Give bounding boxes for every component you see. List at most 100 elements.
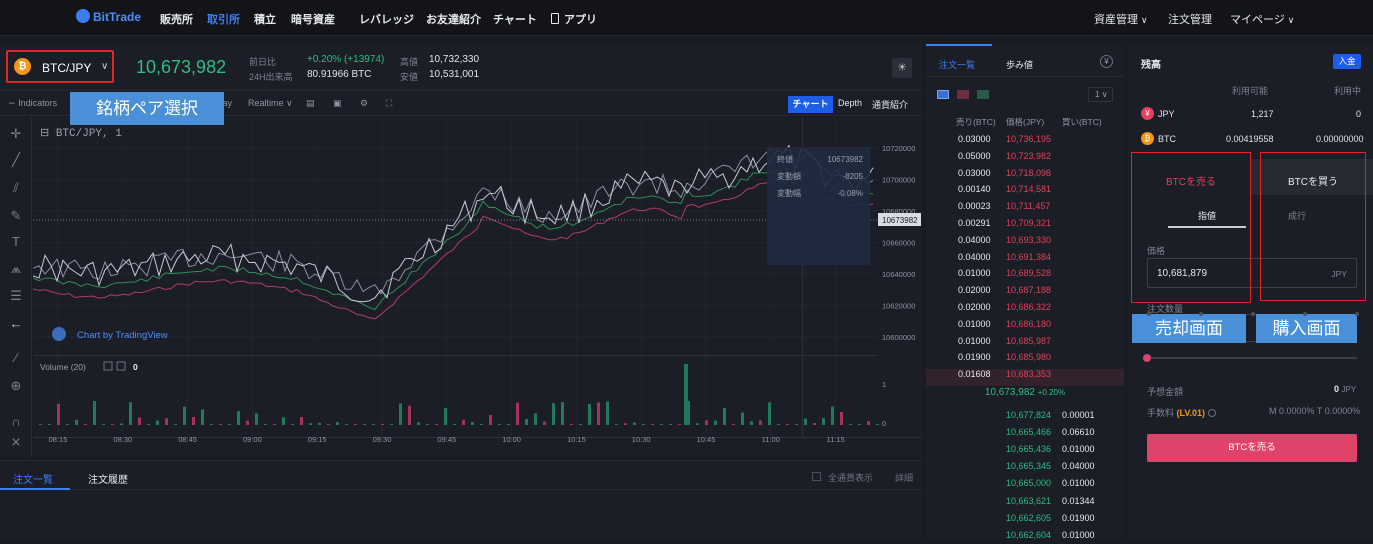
- nav-order-management[interactable]: 注文管理: [1168, 14, 1212, 26]
- ask-row[interactable]: 0.03000 10,718,098: [926, 165, 1124, 182]
- tab-depth[interactable]: Depth: [838, 98, 863, 108]
- arrow-left-icon[interactable]: ←: [9, 316, 23, 331]
- slider-step-dot[interactable]: [1199, 312, 1203, 316]
- volume-bar: [372, 424, 375, 425]
- bid-row[interactable]: 10,677,824 0.00001: [926, 407, 1124, 424]
- bid-row[interactable]: 10,665,000 0.01000: [926, 475, 1124, 492]
- ask-row[interactable]: 0.00291 10,709,321: [926, 215, 1124, 232]
- ask-row[interactable]: 0.02000 10,687,188: [926, 282, 1124, 299]
- price-input[interactable]: 10,681,879 JPY: [1147, 258, 1357, 288]
- nav-mypage-label: マイページ: [1230, 14, 1285, 26]
- pair-selector[interactable]: ₿ BTC/JPY ∨: [6, 50, 114, 83]
- bid-qty: 0.01000: [1062, 444, 1095, 455]
- ruler-icon[interactable]: ∕: [14, 350, 18, 365]
- mid-price-row: 10,673,982 +0.20%: [926, 383, 1124, 403]
- ask-row[interactable]: 0.04000 10,691,384: [926, 249, 1124, 266]
- nav-item-hanbaijo[interactable]: 販売所: [160, 14, 193, 26]
- nav-item-app[interactable]: アプリ: [551, 11, 597, 27]
- bid-qty: 0.01900: [1062, 512, 1095, 523]
- ask-row[interactable]: 0.00140 10,714,581: [926, 181, 1124, 198]
- theme-toggle-icon[interactable]: ☀: [892, 58, 912, 78]
- nav-item-tsumitate[interactable]: 積立: [254, 14, 276, 26]
- ask-row[interactable]: 0.01608 10,683,353: [926, 366, 1124, 387]
- volume-bar: [309, 423, 312, 425]
- ask-row[interactable]: 0.03000 10,736,195: [926, 131, 1124, 148]
- collapse-icon[interactable]: ⨯: [10, 434, 22, 449]
- close-icon[interactable]: [116, 361, 126, 371]
- tab-order-history[interactable]: 注文履歴: [88, 475, 128, 486]
- bid-row[interactable]: 10,665,436 0.01000: [926, 441, 1124, 458]
- ask-row[interactable]: 0.02000 10,686,322: [926, 299, 1124, 316]
- show-all-checkbox[interactable]: [812, 472, 821, 481]
- magnet-icon[interactable]: ∩: [11, 414, 21, 429]
- view-asks-icon[interactable]: [957, 90, 969, 99]
- bid-row[interactable]: 10,662,604 0.01000: [926, 527, 1124, 544]
- limit-tab[interactable]: 指値: [1198, 211, 1217, 221]
- ask-price: 10,689,528: [1006, 268, 1052, 279]
- nav-mypage[interactable]: マイページ ∨: [1230, 11, 1294, 27]
- slider-step-dot[interactable]: [1303, 312, 1307, 316]
- ask-row[interactable]: 0.01000 10,686,180: [926, 316, 1124, 333]
- view-both-icon[interactable]: [937, 90, 949, 99]
- camera-icon[interactable]: ▣: [333, 98, 342, 108]
- info-icon[interactable]: [1207, 409, 1216, 417]
- chart-type-icon[interactable]: ▤: [306, 98, 315, 108]
- tab-trades[interactable]: 歩み値: [1006, 60, 1034, 70]
- pattern-icon[interactable]: ⩕: [10, 261, 22, 276]
- fib-icon[interactable]: ⫽: [13, 180, 19, 195]
- bid-row[interactable]: 10,665,466 0.06610: [926, 424, 1124, 441]
- volume-bar: [93, 400, 96, 425]
- bid-row[interactable]: 10,663,621 0.01344: [926, 493, 1124, 510]
- crosshair-icon[interactable]: ✛: [10, 126, 22, 141]
- submit-sell-button[interactable]: BTCを売る: [1147, 434, 1357, 462]
- bid-row[interactable]: 10,662,605 0.01900: [926, 510, 1124, 527]
- text-icon[interactable]: T: [12, 234, 20, 249]
- nav-item-crypto[interactable]: 暗号資産: [291, 14, 335, 26]
- slider-step-dot[interactable]: [1147, 312, 1151, 316]
- ask-row[interactable]: 0.01000 10,685,987: [926, 333, 1124, 350]
- bid-row[interactable]: 10,665,345 0.04000: [926, 458, 1124, 475]
- indicators-button[interactable]: ∼ Indicators: [8, 98, 57, 109]
- deposit-button[interactable]: 入金: [1333, 54, 1361, 69]
- measure-icon[interactable]: ☰: [10, 288, 22, 303]
- nav-asset-management[interactable]: 資産管理 ∨: [1094, 11, 1148, 27]
- ask-row[interactable]: 0.05000 10,723,982: [926, 148, 1124, 165]
- tab-chart[interactable]: チャート: [788, 96, 833, 113]
- tab-orderbook[interactable]: 注文一覧: [939, 60, 976, 70]
- tab-open-orders[interactable]: 注文一覧: [13, 475, 53, 486]
- slider-step-dot[interactable]: [1251, 312, 1255, 316]
- bittrade-logo[interactable]: BitTrade: [76, 9, 141, 24]
- market-tab[interactable]: 成行: [1288, 211, 1307, 221]
- time-tick: 10:15: [567, 435, 586, 444]
- depth-select[interactable]: 1 ∨: [1088, 87, 1113, 102]
- bottom-tabs: 注文一覧 注文履歴 全通貨表示 詳細: [0, 460, 922, 490]
- fullscreen-icon[interactable]: ⛶: [386, 98, 393, 108]
- sell-tab[interactable]: BTCを売る: [1166, 177, 1216, 188]
- eye-icon[interactable]: [103, 361, 113, 371]
- qty-slider-knob[interactable]: [1143, 354, 1151, 362]
- realtime-select[interactable]: Realtime ∨: [248, 98, 293, 109]
- ask-row[interactable]: 0.01000 10,689,528: [926, 265, 1124, 282]
- nav-item-referral[interactable]: お友達紹介: [426, 14, 481, 26]
- nav-item-leverage[interactable]: レバレッジ: [359, 14, 414, 26]
- brush-icon[interactable]: ✎: [10, 208, 22, 223]
- price-chart[interactable]: 10720000 10700000 10680000 10660000 10640000…: [33, 117, 922, 457]
- buy-tab[interactable]: BTCを買う: [1288, 177, 1338, 188]
- volume-bar: [246, 420, 249, 425]
- yen-icon[interactable]: ¥: [1100, 55, 1113, 68]
- gear-icon[interactable]: ⚙: [360, 98, 369, 108]
- ask-row[interactable]: 0.04000 10,693,330: [926, 232, 1124, 249]
- slider-step-dot[interactable]: [1355, 312, 1359, 316]
- nav-item-chart[interactable]: チャート: [493, 14, 537, 26]
- view-bids-icon[interactable]: [977, 90, 989, 99]
- tab-currency-info[interactable]: 通貨紹介: [872, 100, 909, 110]
- details-link[interactable]: 詳細: [895, 473, 914, 483]
- ask-row[interactable]: 0.00023 10,711,457: [926, 198, 1124, 215]
- zoom-in-icon[interactable]: ⊕: [10, 378, 22, 393]
- ask-price: 10,687,188: [1006, 285, 1052, 296]
- trendline-icon[interactable]: ╱: [12, 152, 20, 167]
- chart-canvas[interactable]: 10720000 10700000 10680000 10660000 10640000…: [33, 117, 922, 457]
- nav-item-exchange[interactable]: 取引所: [207, 14, 240, 26]
- qty-slider-track[interactable]: [1147, 357, 1357, 359]
- ask-row[interactable]: 0.01900 10,685,980: [926, 349, 1124, 366]
